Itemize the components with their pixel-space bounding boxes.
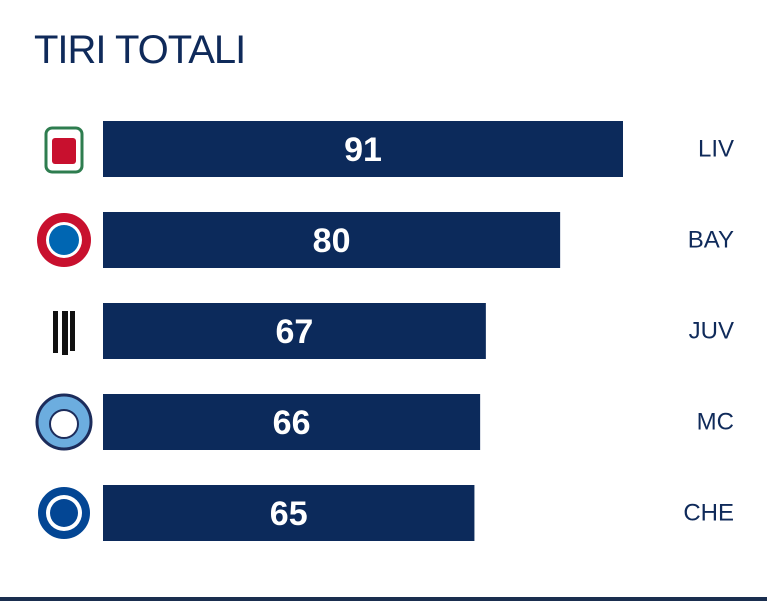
value-label: 91	[344, 131, 382, 169]
team-logo	[44, 126, 84, 174]
team-logo	[37, 213, 91, 267]
value-label: 80	[313, 222, 351, 260]
category-label: MC	[697, 409, 734, 436]
bar	[103, 485, 475, 541]
chart-title: TIRI TOTALI	[34, 28, 245, 72]
bar	[103, 121, 623, 177]
team-logo	[35, 393, 93, 451]
team-logo	[36, 485, 92, 541]
bar	[103, 303, 486, 359]
category-label: BAY	[688, 227, 734, 254]
category-label: CHE	[683, 500, 734, 527]
value-label: 65	[270, 495, 308, 533]
team-logo	[53, 311, 75, 355]
category-label: LIV	[698, 136, 734, 163]
category-label: JUV	[689, 318, 734, 345]
value-label: 67	[276, 313, 314, 351]
bar	[103, 212, 561, 268]
value-label: 66	[273, 404, 311, 442]
bottom-rule	[0, 597, 767, 601]
bar	[103, 394, 481, 450]
